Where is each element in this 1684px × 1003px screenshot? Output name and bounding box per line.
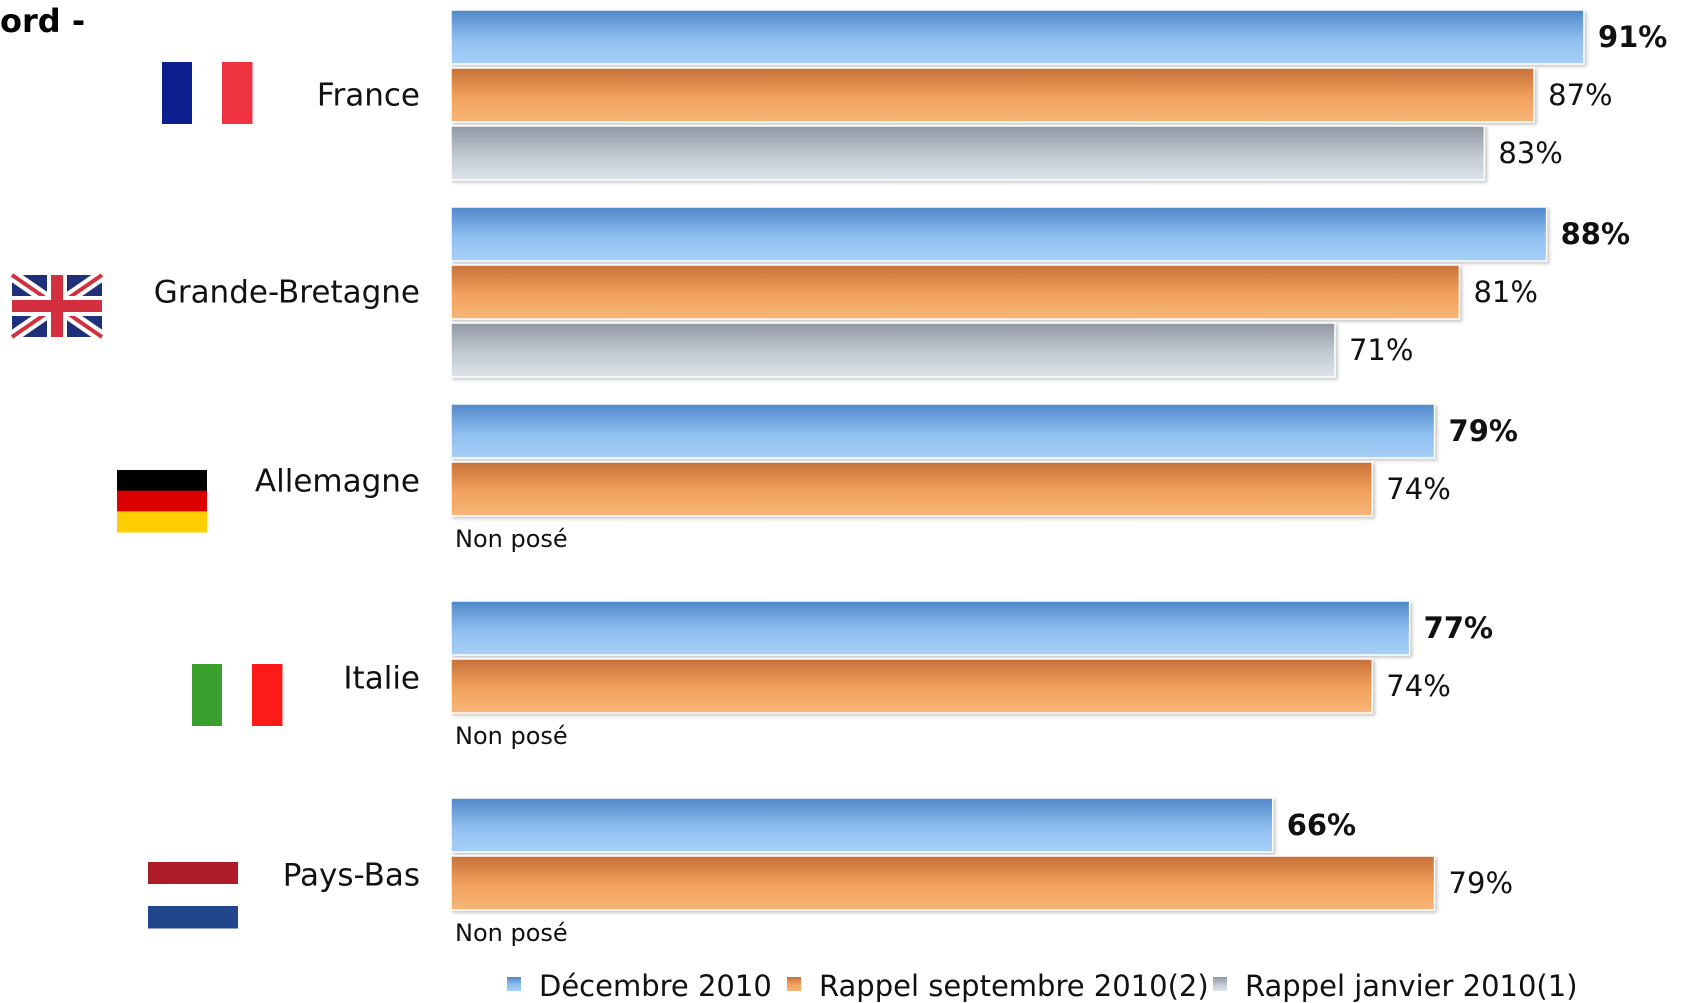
page-title-fragment: ord - bbox=[0, 2, 86, 40]
category-label-pays-bas: Pays-Bas bbox=[283, 858, 420, 894]
value-labels-layer: 91% 87% 83% 88% 81% 71% 79% 74% Non posé 77% 74% No… bbox=[455, 20, 1667, 947]
category-label-france: France bbox=[317, 78, 420, 114]
data-label-allemagne-series-1: 79% bbox=[1449, 414, 1518, 448]
data-label-italie-series-1: 77% bbox=[1424, 611, 1493, 645]
legend-swatch-1 bbox=[507, 977, 521, 991]
data-label-pays-bas-series-2: 79% bbox=[1449, 866, 1513, 900]
bar-grande-bretagne-series-1 bbox=[450, 206, 1548, 262]
bar-grande-bretagne-series-2 bbox=[450, 264, 1461, 320]
data-label-grande-bretagne-series-2: 81% bbox=[1473, 275, 1537, 309]
bar-pays-bas-series-1 bbox=[450, 797, 1274, 853]
data-label-pays-bas-series-1: 66% bbox=[1287, 808, 1356, 842]
bar-pays-bas-series-2 bbox=[450, 855, 1436, 911]
bar-france-series-1 bbox=[450, 9, 1585, 65]
legend-label-2: Rappel septembre 2010(2) bbox=[819, 969, 1209, 1003]
legend-swatch-3 bbox=[1213, 977, 1227, 991]
bar-grande-bretagne-series-3 bbox=[450, 322, 1336, 378]
data-label-france-series-1: 91% bbox=[1598, 20, 1667, 54]
data-label-france-series-3: 83% bbox=[1498, 136, 1562, 170]
legend-label-3: Rappel janvier 2010(1) bbox=[1245, 969, 1578, 1003]
legend-label-1: Décembre 2010 bbox=[539, 969, 772, 1003]
bars-layer bbox=[450, 9, 1585, 911]
legend: Décembre 2010 Rappel septembre 2010(2) Rap… bbox=[507, 969, 1578, 1003]
flags-layer bbox=[8, 62, 283, 929]
not-asked-label: Non posé bbox=[455, 919, 568, 947]
data-label-grande-bretagne-series-1: 88% bbox=[1561, 217, 1630, 251]
not-asked-label: Non posé bbox=[455, 525, 568, 553]
italy-flag-icon bbox=[192, 664, 283, 726]
bar-allemagne-series-2 bbox=[450, 461, 1374, 517]
bar-france-series-2 bbox=[450, 67, 1535, 123]
bar-france-series-3 bbox=[450, 125, 1486, 181]
netherlands-flag-icon bbox=[148, 862, 238, 929]
data-label-grande-bretagne-series-3: 71% bbox=[1349, 333, 1413, 367]
data-label-france-series-2: 87% bbox=[1548, 78, 1612, 112]
category-label-italie: Italie bbox=[343, 661, 420, 697]
bar-italie-series-2 bbox=[450, 658, 1374, 714]
category-label-allemagne: Allemagne bbox=[255, 464, 420, 500]
france-flag-icon bbox=[162, 62, 253, 124]
bar-allemagne-series-1 bbox=[450, 403, 1436, 459]
bar-italie-series-1 bbox=[450, 600, 1411, 656]
country-labels-layer: France Grande-Bretagne Allemagne Italie Pays… bbox=[154, 78, 420, 894]
category-label-grande-bretagne: Grande-Bretagne bbox=[154, 275, 420, 311]
data-label-italie-series-2: 74% bbox=[1386, 669, 1450, 703]
legend-swatch-2 bbox=[787, 977, 801, 991]
data-label-allemagne-series-2: 74% bbox=[1386, 472, 1450, 506]
not-asked-label: Non posé bbox=[455, 722, 568, 750]
uk-flag-icon bbox=[8, 270, 106, 342]
germany-flag-icon bbox=[117, 470, 207, 533]
